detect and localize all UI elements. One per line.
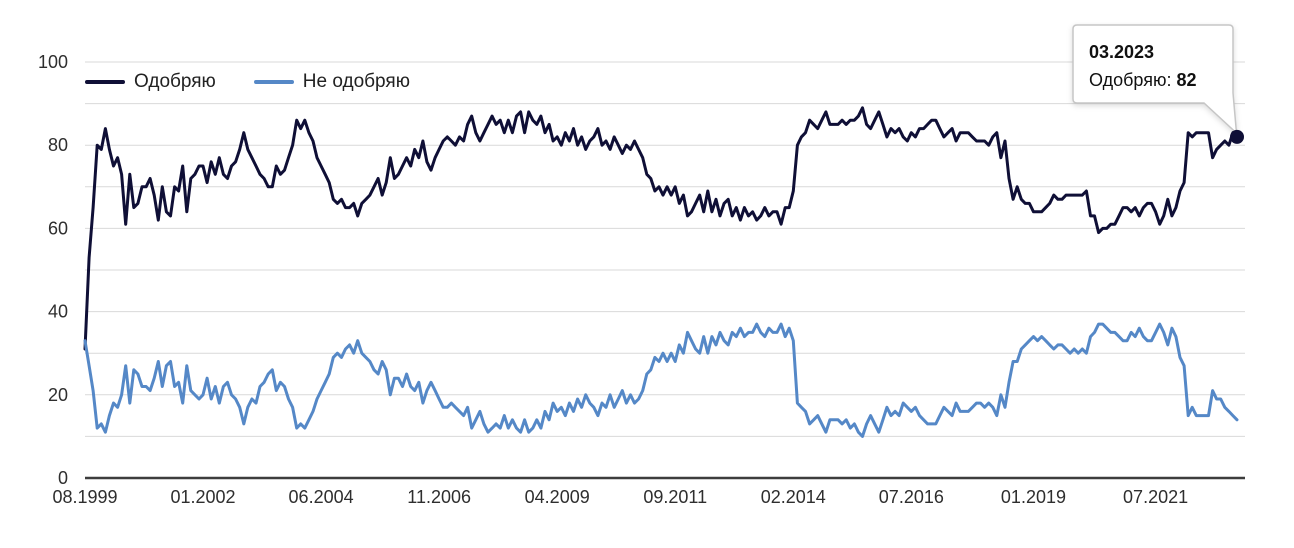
svg-text:11.2006: 11.2006 — [407, 487, 471, 507]
svg-text:04.2009: 04.2009 — [525, 487, 590, 507]
series-line-disapprove[interactable] — [83, 322, 1239, 438]
svg-text:08.1999: 08.1999 — [52, 487, 117, 507]
svg-text:01.2002: 01.2002 — [171, 487, 236, 507]
end-point-dot[interactable] — [1230, 129, 1244, 144]
legend-swatch-disapprove — [253, 79, 294, 84]
svg-text:06.2004: 06.2004 — [289, 487, 354, 507]
legend-label-disapprove: Не одобряю — [302, 71, 410, 92]
series-line-approve[interactable] — [83, 106, 1239, 351]
legend-swatch-approve — [85, 79, 125, 84]
y-tick-labels: 0 20 40 60 80 100 — [38, 52, 68, 488]
svg-text:100: 100 — [38, 52, 68, 72]
svg-text:0: 0 — [58, 468, 68, 488]
x-tick-labels: 08.1999 01.2002 06.2004 11.2006 04.2009 09.20… — [52, 487, 1188, 507]
svg-text:02.2014: 02.2014 — [761, 487, 826, 507]
y-gridlines — [85, 61, 1245, 437]
legend-label-approve: Одобряю — [134, 71, 216, 92]
legend-item-disapprove[interactable]: Не одобряю — [253, 71, 410, 92]
svg-text:60: 60 — [48, 218, 68, 238]
legend-item-approve[interactable]: Одобряю — [85, 72, 216, 91]
tooltip-callout-bubble — [1072, 24, 1238, 135]
legend: Одобряю Не одобряю — [85, 72, 410, 91]
svg-text:20: 20 — [48, 385, 68, 405]
svg-text:80: 80 — [48, 135, 68, 155]
svg-text:40: 40 — [48, 302, 68, 322]
svg-text:01.2019: 01.2019 — [1001, 487, 1066, 507]
svg-text:07.2016: 07.2016 — [879, 487, 944, 507]
svg-text:07.2021: 07.2021 — [1123, 487, 1188, 507]
svg-text:09.2011: 09.2011 — [643, 487, 707, 507]
